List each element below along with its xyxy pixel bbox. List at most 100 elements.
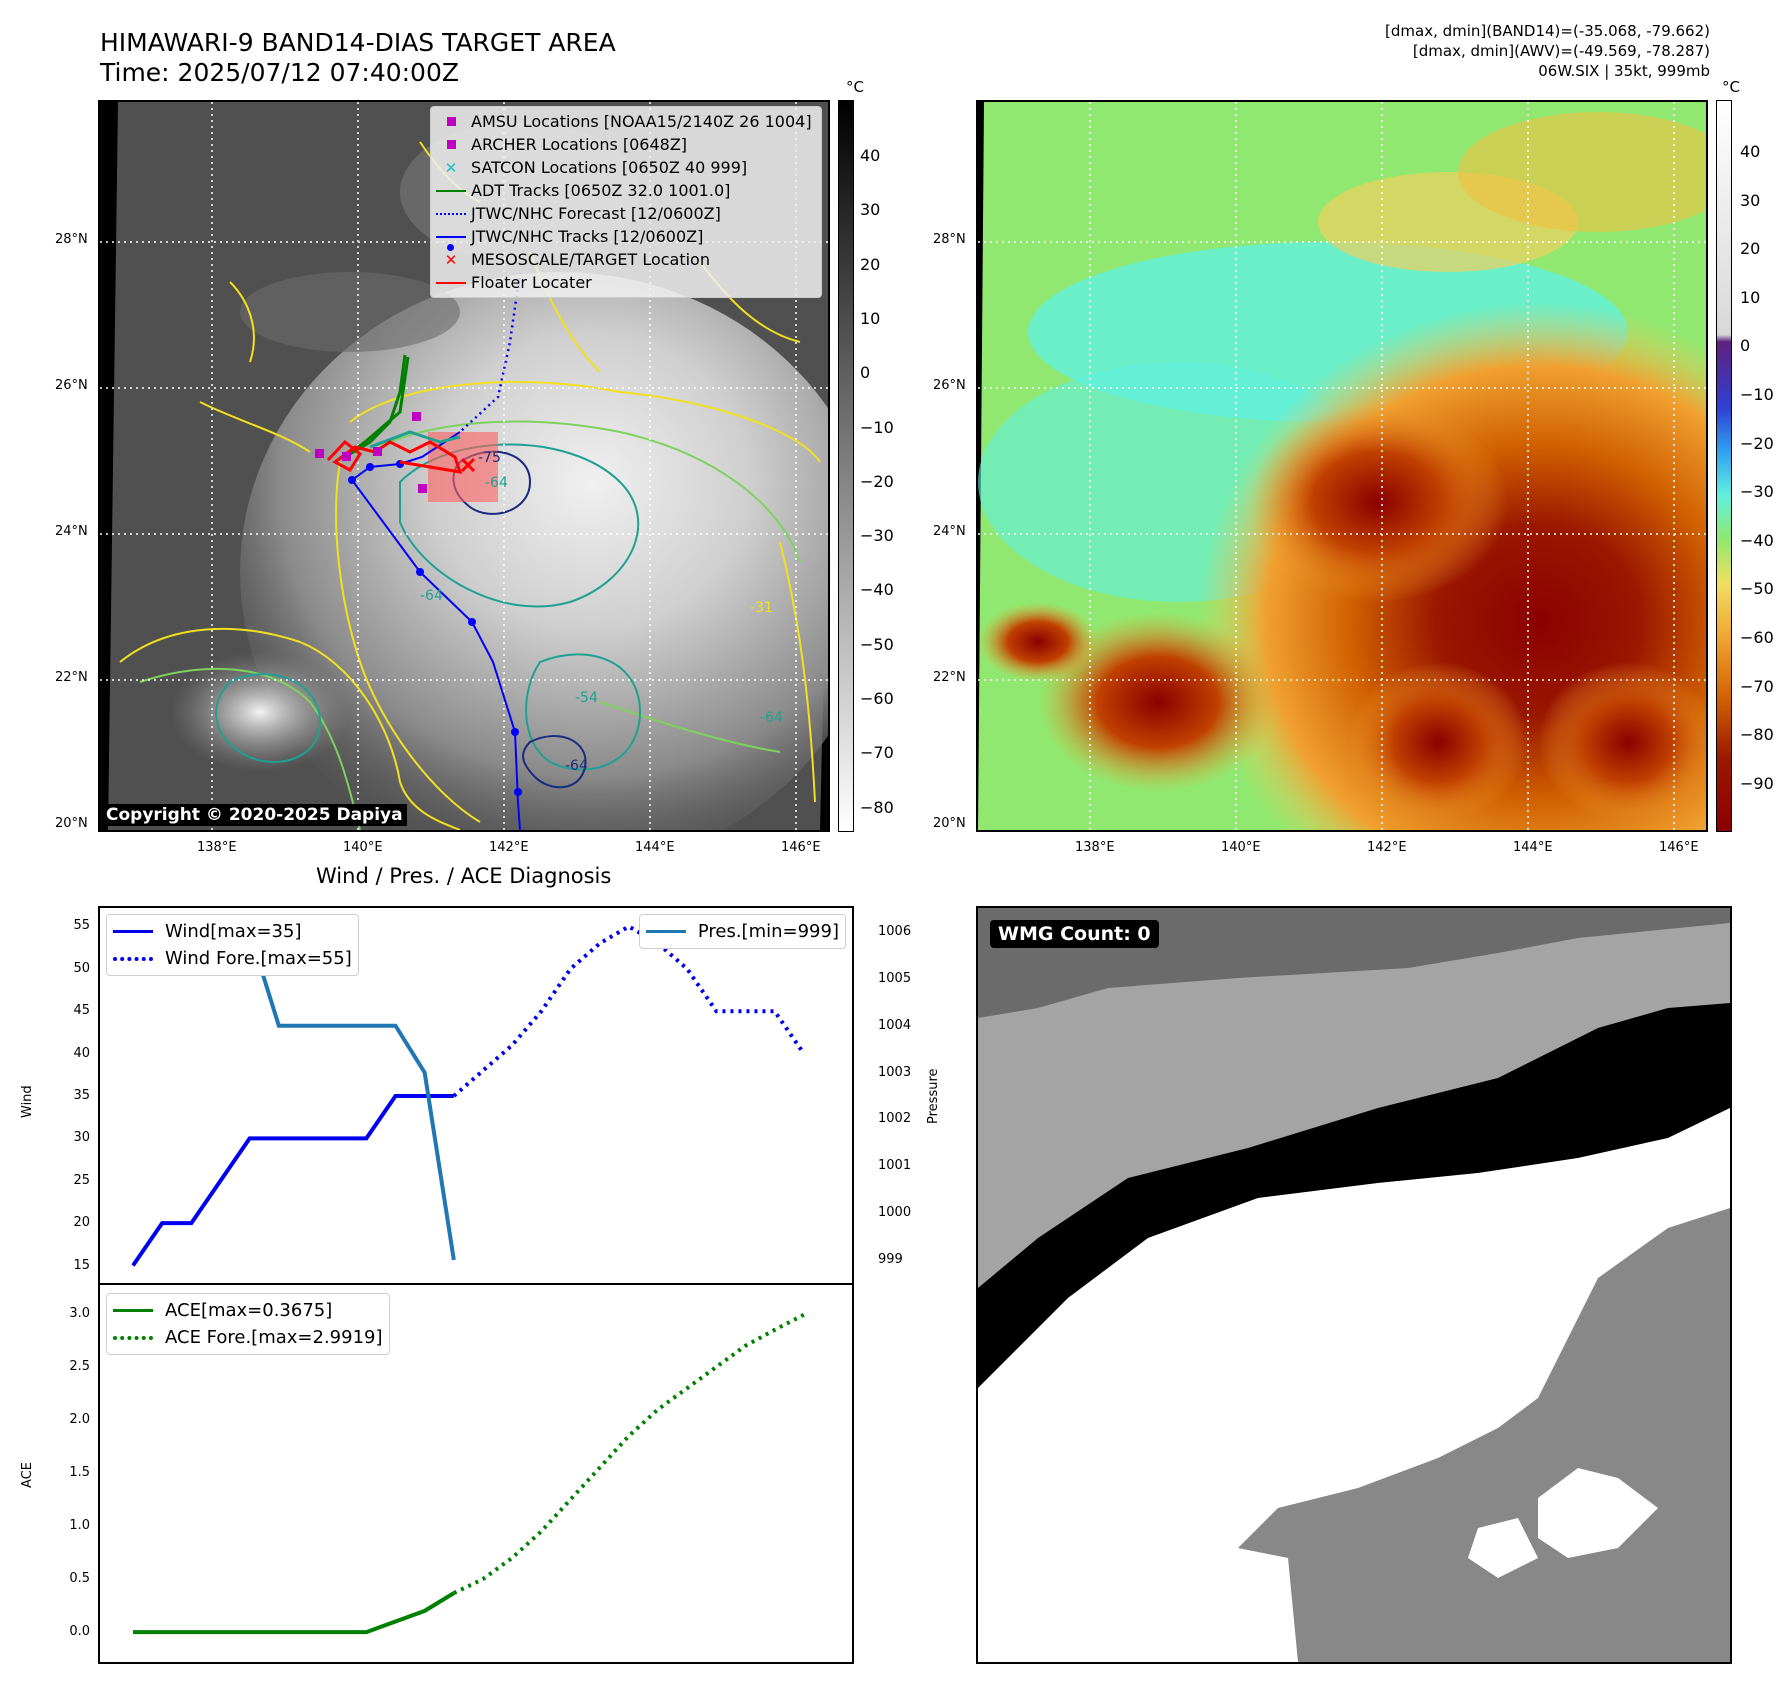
lat-label: 28°N	[933, 232, 966, 247]
colorbar-tick-label: −50	[1740, 579, 1774, 599]
colorbar-tick-label: −40	[860, 580, 894, 600]
ace-plot-frame	[98, 1283, 854, 1664]
pressure-tick-label: 1000	[878, 1205, 912, 1221]
dotted-line-icon	[113, 1335, 153, 1340]
wind-tick-label: 35	[73, 1088, 90, 1103]
colorbar-tick-label: −30	[860, 526, 894, 546]
wind-tick-label: 40	[73, 1045, 90, 1061]
colorbar-tick-label: 0	[860, 363, 871, 383]
lon-label: 144°E	[1513, 840, 1553, 855]
dotted-line-icon	[113, 956, 153, 961]
lon-label: 142°E	[489, 840, 529, 855]
pressure-legend: Pres.[min=999]	[638, 914, 846, 949]
square-marker-icon	[446, 117, 456, 126]
ace-tick-label: 1.5	[69, 1465, 90, 1480]
colorbar-tick-label: −40	[1740, 530, 1774, 550]
colorbar-tick-label: −70	[860, 743, 894, 763]
ace-tick-label: 0.5	[69, 1571, 90, 1587]
legend-amsu: AMSU Locations [NOAA15/2140Z 26 1004]	[431, 110, 821, 133]
legend-jtwc-tracks: JTWC/NHC Tracks [12/0600Z]	[431, 225, 821, 251]
colorbar-tick-label: 0	[1740, 336, 1751, 356]
legend-label: JTWC/NHC Forecast [12/0600Z]	[471, 204, 721, 223]
legend-mesoscale: ✕ MESOSCALE/TARGET Location	[431, 248, 821, 271]
ace-series-line-1	[452, 1312, 805, 1595]
ace-tick-label: 0.0	[69, 1624, 90, 1640]
line-dot-icon	[436, 235, 466, 238]
ace-tick-label: 2.0	[69, 1411, 90, 1427]
legend-archer: ARCHER Locations [0648Z]	[431, 133, 821, 156]
diagnosis-panel: Wind[max=35] Wind Fore.[max=55] Pres.[mi…	[98, 906, 854, 1664]
wmg-classification-map	[978, 908, 1730, 1662]
lon-label: 138°E	[197, 840, 237, 855]
legend-label: JTWC/NHC Tracks [12/0600Z]	[471, 227, 704, 246]
x-marker-icon: ✕	[444, 250, 458, 269]
pressure-tick-label: 1005	[878, 970, 912, 986]
colorbar-tick-label: 40	[860, 146, 881, 165]
lat-label: 26°N	[55, 378, 88, 393]
wind-tick-label: 25	[73, 1172, 90, 1188]
colorbar-tick-label: 30	[860, 200, 881, 220]
ir-grayscale-map: -64 -64 -54 -31 -64 -64 -75 AMSU Locatio…	[98, 100, 830, 832]
copyright-badge: Copyright © 2020-2025 Dapiya	[102, 804, 407, 826]
contour-label-1: -64	[485, 475, 508, 491]
legend-label: ADT Tracks [0650Z 32.0 1001.0]	[471, 181, 731, 200]
lon-label: 146°E	[1659, 840, 1699, 855]
wmg-panel: WMG Count: 0	[976, 906, 1732, 1664]
lat-label: 26°N	[933, 378, 966, 393]
colorbar-tick-label: −10	[860, 417, 894, 437]
legend-label: Floater Locater	[471, 273, 592, 292]
colorbar-unit: °C	[846, 78, 864, 96]
legend-label: ACE Fore.[max=2.9919]	[165, 1327, 383, 1348]
lon-label: 140°E	[343, 840, 383, 855]
ace-tick-label: 3.0	[69, 1305, 90, 1321]
contour-label-5: -64	[760, 710, 783, 726]
ace-axis-title: ACE	[20, 1462, 35, 1488]
lon-label: 146°E	[781, 840, 821, 855]
colorbar-tick-label: −50	[860, 634, 894, 654]
info-band14-range: [dmax, dmin](BAND14)=(-35.068, -79.662)	[1385, 22, 1710, 40]
legend-label: AMSU Locations [NOAA15/2140Z 26 1004]	[471, 112, 812, 131]
colorbar-tick-label: −60	[860, 689, 894, 708]
lon-label: 142°E	[1367, 840, 1407, 855]
diagnosis-title: Wind / Pres. / ACE Diagnosis	[316, 864, 612, 888]
lon-label: 144°E	[635, 840, 675, 855]
info-storm: 06W.SIX | 35kt, 999mb	[1538, 62, 1710, 80]
ace-tick-label: 2.5	[69, 1358, 90, 1374]
wind-legend: Wind[max=35] Wind Fore.[max=55]	[106, 914, 359, 976]
wind-tick-label: 45	[73, 1003, 90, 1019]
solid-line-icon	[645, 930, 686, 933]
line-icon	[436, 281, 466, 284]
legend-label: Wind Fore.[max=55]	[165, 948, 352, 969]
colorbar-tick-label: 20	[860, 254, 881, 274]
series-line-0	[131, 1094, 454, 1267]
contour-label-2: -64	[420, 588, 443, 604]
legend-label: Wind[max=35]	[165, 921, 302, 942]
pressure-axis-title: Pressure	[926, 1068, 941, 1124]
colorbar-tick-label: −90	[1740, 773, 1774, 793]
contour-label-7: -75	[478, 450, 501, 466]
gray-colorbar	[838, 100, 854, 832]
legend-label: ACE[max=0.3675]	[165, 1300, 333, 1321]
series-line-1	[452, 924, 806, 1098]
pressure-tick-label: 999	[878, 1251, 903, 1267]
dotted-line-icon	[436, 212, 466, 215]
figure-title: HIMAWARI-9 BAND14-DIAS TARGET AREA	[100, 28, 616, 57]
target-area-box	[428, 432, 498, 502]
colorbar-tick-label: 20	[1740, 239, 1761, 259]
wind-tick-label: 50	[73, 960, 90, 976]
ace-legend: ACE[max=0.3675] ACE Fore.[max=2.9919]	[106, 1293, 390, 1355]
colorbar-tick-label: 30	[1740, 190, 1761, 210]
contour-label-3: -54	[575, 690, 598, 706]
ace-series-line-0	[133, 1591, 455, 1635]
wind-tick-label: 20	[73, 1215, 90, 1231]
legend-satcon: ✕ SATCON Locations [0650Z 40 999]	[431, 156, 821, 179]
colorbar-tick-label: −10	[1740, 385, 1774, 404]
lat-label: 22°N	[55, 670, 88, 685]
wind-tick-label: 15	[73, 1257, 90, 1273]
lat-label: 20°N	[933, 816, 966, 831]
contour-label-4: -31	[750, 600, 773, 616]
legend-adt: ADT Tracks [0650Z 32.0 1001.0]	[431, 179, 821, 202]
lat-label: 28°N	[55, 232, 88, 247]
map-legend: AMSU Locations [NOAA15/2140Z 26 1004] AR…	[430, 106, 822, 298]
lat-label: 22°N	[933, 670, 966, 685]
